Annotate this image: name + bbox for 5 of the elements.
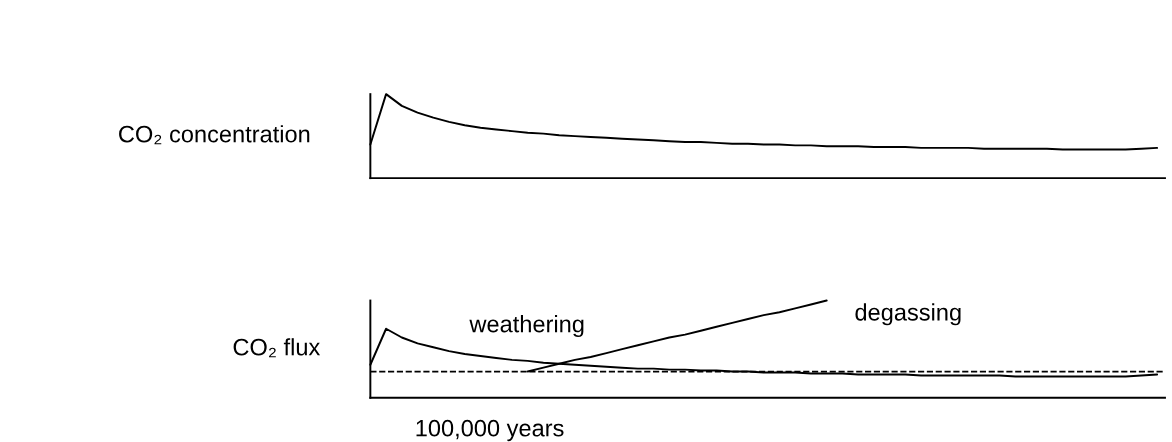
series-label: weathering xyxy=(469,315,584,338)
series-label: degassing xyxy=(855,303,961,326)
y-axis-title: CO₂ concentration xyxy=(119,125,310,145)
y-axis-title: CO₂ flux xyxy=(233,338,321,358)
x-axis-title: 100,000 years xyxy=(416,419,564,442)
